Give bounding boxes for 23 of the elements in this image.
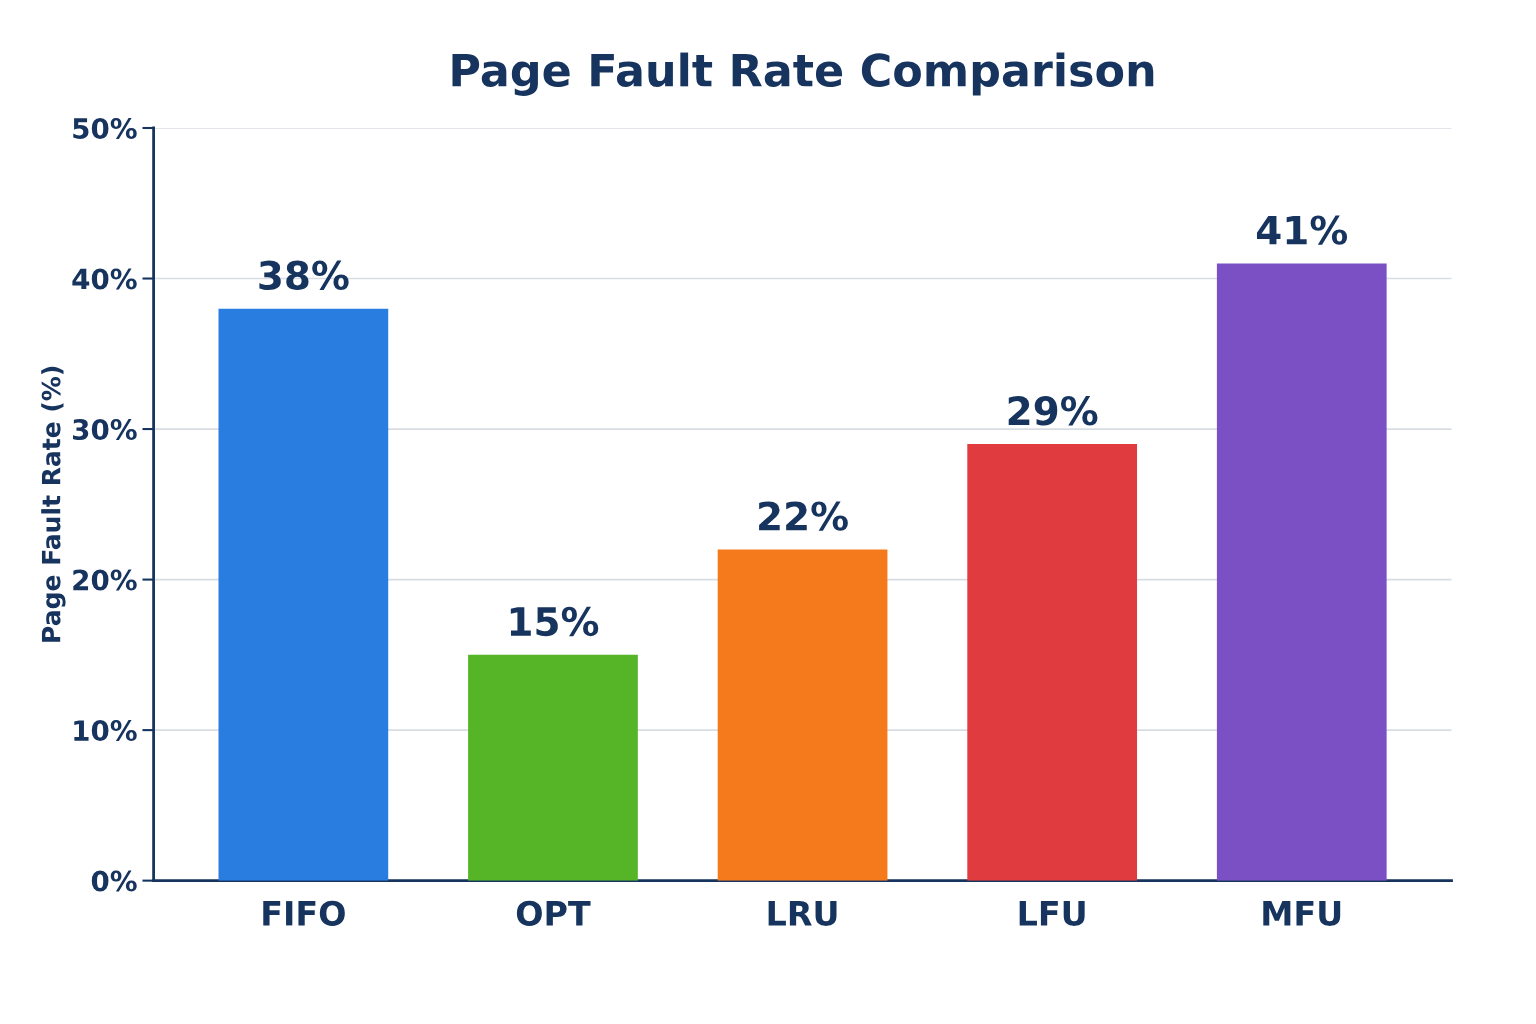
- y-tick-label: 20%: [73, 569, 137, 591]
- data-label: 15%: [510, 606, 599, 637]
- bar: [967, 444, 1138, 881]
- data-label: 22%: [759, 501, 848, 531]
- y-tick-label: 0%: [91, 870, 137, 892]
- data-label: 29%: [1008, 396, 1098, 426]
- y-tick-label: 40%: [72, 268, 137, 290]
- data-label: 41%: [1256, 215, 1348, 245]
- x-tick-label: LFU: [1019, 901, 1085, 926]
- x-tick-label: MFU: [1263, 901, 1341, 926]
- bar: [717, 549, 888, 881]
- chart-title: Page Fault Rate Comparison: [452, 52, 1154, 96]
- x-tick-label: FIFO: [263, 900, 345, 926]
- data-label: 38%: [259, 260, 349, 290]
- bar: [218, 308, 389, 881]
- bar: [468, 654, 638, 881]
- y-tick-label: 10%: [74, 720, 137, 742]
- y-axis-title: Page Fault Rate (%): [41, 366, 66, 642]
- y-tick-label: 30%: [73, 418, 137, 440]
- x-tick-label: LRU: [768, 901, 837, 926]
- bar: [1216, 263, 1387, 881]
- x-tick-label: OPT: [516, 900, 591, 926]
- y-tick-label: 50%: [73, 117, 137, 139]
